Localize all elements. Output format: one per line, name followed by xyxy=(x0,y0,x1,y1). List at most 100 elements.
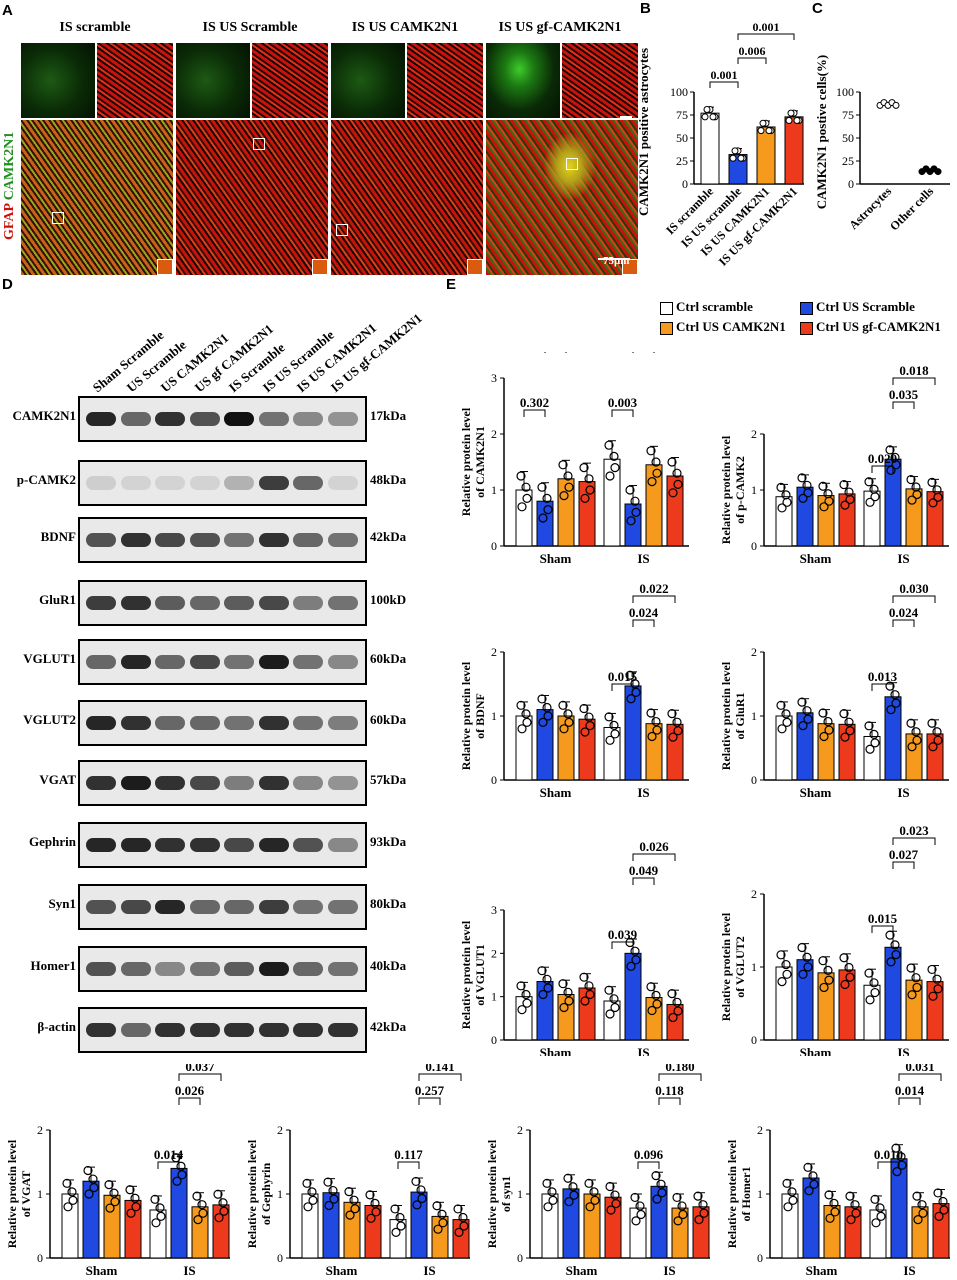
blot-row-label: Gephrin xyxy=(29,834,76,849)
e-bar xyxy=(884,458,902,547)
e-pvalue: 0.039 xyxy=(608,927,638,942)
e-point xyxy=(459,1221,469,1231)
blot-band xyxy=(120,962,151,976)
blot-band xyxy=(120,1023,151,1037)
blot-band xyxy=(86,412,116,426)
e-point xyxy=(907,495,917,505)
blot-row-label: BDNF xyxy=(40,529,76,544)
e-point xyxy=(542,702,552,713)
e-pvalue: 0.037 xyxy=(185,1064,215,1074)
blot-band xyxy=(224,1023,254,1037)
e-point xyxy=(829,1198,839,1208)
e-sig-bracket xyxy=(611,409,634,417)
b-point xyxy=(737,154,745,162)
e-point xyxy=(844,717,854,727)
e-point xyxy=(819,731,829,742)
e-bar xyxy=(869,1209,887,1259)
e-point xyxy=(840,732,850,742)
e-point xyxy=(694,1215,704,1225)
e-point xyxy=(869,978,879,988)
blot-band xyxy=(327,716,358,730)
e-tick-label: 1 xyxy=(751,483,757,497)
e-point xyxy=(646,708,656,718)
e-point xyxy=(105,1203,115,1213)
e-point xyxy=(803,714,813,724)
e-point xyxy=(844,962,854,973)
e-point xyxy=(804,1186,814,1196)
e-point xyxy=(432,1201,442,1211)
e-point xyxy=(192,1191,202,1201)
e-point xyxy=(543,505,553,515)
e-point xyxy=(783,1202,793,1212)
e-point xyxy=(886,957,896,967)
e-point xyxy=(933,1188,943,1198)
e-tick-label: 0 xyxy=(491,1033,497,1047)
blot-row xyxy=(78,946,367,992)
e-point xyxy=(824,1190,834,1200)
e-tick-label: 2 xyxy=(751,887,757,901)
e-point xyxy=(672,1192,682,1203)
e-point xyxy=(626,516,636,526)
e-pvalue: 0.023 xyxy=(899,826,929,838)
e-point xyxy=(625,670,635,680)
blot-band xyxy=(120,412,151,426)
c-tick-label: 25 xyxy=(842,154,854,168)
e-point xyxy=(677,1201,687,1211)
micro-title-3: IS US CAMK2N1 xyxy=(351,20,459,35)
blot-band xyxy=(120,476,151,490)
e-point xyxy=(933,735,943,745)
e-point xyxy=(626,961,636,971)
e-point xyxy=(625,485,635,495)
e-point xyxy=(938,1196,948,1207)
e-point xyxy=(611,1199,621,1209)
e-point xyxy=(564,996,574,1006)
e-point xyxy=(911,973,921,983)
e-point xyxy=(542,493,552,503)
blot-band xyxy=(293,596,323,610)
e-point xyxy=(907,990,917,1000)
blot-band xyxy=(293,533,323,547)
e-point xyxy=(886,705,896,715)
e-sig-bracket xyxy=(658,1097,681,1105)
e-y-label: Relative protein level xyxy=(245,1139,259,1248)
micro-inset-4 xyxy=(622,259,638,275)
e-point xyxy=(824,975,834,985)
e-point xyxy=(652,1194,662,1204)
e-point xyxy=(825,1213,835,1223)
panel-letter-a: A xyxy=(2,2,13,19)
e-point xyxy=(522,717,532,727)
blot-band xyxy=(189,776,220,790)
e-point xyxy=(580,996,590,1006)
e-tick-label: 2 xyxy=(491,946,497,960)
e-point xyxy=(584,712,594,722)
e-pvalue: 0.030 xyxy=(899,581,928,596)
e-pvalue: 0.141 xyxy=(425,1064,454,1074)
e-point xyxy=(776,700,786,710)
b-point xyxy=(709,113,717,121)
micro-merge-3 xyxy=(330,119,484,276)
micro-inset-1 xyxy=(157,259,173,275)
e-group-label: Sham xyxy=(566,1263,598,1278)
e-bar xyxy=(364,1205,382,1259)
blot-band xyxy=(293,655,323,669)
e-point xyxy=(897,1160,907,1170)
e-sig-bracket xyxy=(418,1073,462,1081)
blot-band xyxy=(224,412,254,426)
blot-band xyxy=(155,962,185,976)
b-y-label: CAMK2N1 positive astrocytes xyxy=(636,48,651,216)
e-group-label: IS xyxy=(637,785,649,800)
e-point xyxy=(630,946,640,956)
e-point xyxy=(809,1179,819,1190)
e-point xyxy=(568,1182,578,1192)
e-point xyxy=(830,1207,840,1217)
e-group-label: Sham xyxy=(86,1263,118,1278)
b-tick-label: 100 xyxy=(670,85,688,99)
blot-band xyxy=(86,533,116,547)
micro-title-1: IS scramble xyxy=(59,20,131,35)
b-tick-label: 75 xyxy=(676,108,688,122)
e-point xyxy=(631,955,641,965)
blot-row xyxy=(78,700,367,746)
e-point xyxy=(869,484,879,494)
blot-band xyxy=(155,838,185,852)
e-sig-bracket xyxy=(178,1097,201,1105)
